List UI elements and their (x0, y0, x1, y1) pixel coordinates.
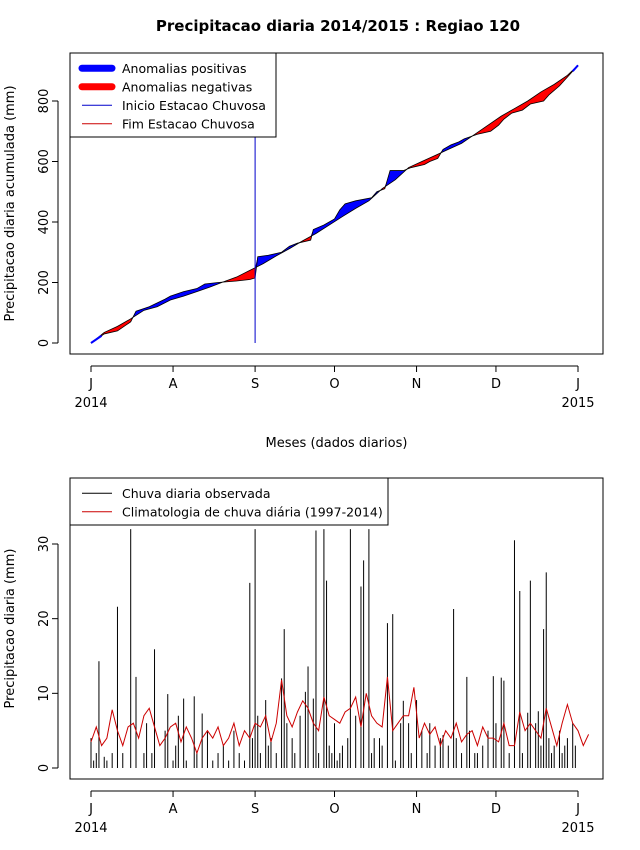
x-tick-label: J (88, 377, 93, 392)
x-year-label: 2014 (74, 821, 107, 836)
y-tick-label: 0 (37, 339, 52, 347)
y-tick-label: 800 (37, 89, 52, 114)
x-tick-label: S (251, 377, 259, 392)
x-axis-label: Meses (dados diarios) (266, 436, 408, 451)
legend-label: Climatologia de chuva diária (1997-2014) (122, 504, 383, 519)
y-axis-label: Precipitacao diaria (mm) (3, 549, 18, 709)
x-tick-label: J (575, 802, 580, 817)
climatology-cumulative-line (90, 65, 579, 344)
chart-title: Precipitacao diaria 2014/2015 : Regiao 1… (156, 17, 520, 35)
x-tick-label: J (575, 377, 580, 392)
x-tick-label: N (412, 802, 422, 817)
x-tick-label: N (412, 377, 422, 392)
daily-bars-layer (90, 529, 590, 768)
plot-frame (69, 52, 604, 355)
y-tick-label: 200 (37, 270, 52, 295)
legend-label: Chuva diaria observada (122, 486, 271, 501)
x-year-label: 2015 (561, 821, 594, 836)
y-tick-label: 30 (37, 536, 52, 553)
legend-label: Anomalias negativas (122, 79, 252, 94)
x-tick-label: O (329, 802, 339, 817)
x-tick-label: A (169, 377, 178, 392)
y-tick-label: 600 (37, 149, 52, 174)
y-tick-label: 10 (37, 685, 52, 702)
x-tick-label: J (88, 802, 93, 817)
x-tick-label: A (169, 802, 178, 817)
cumulative-precipitation-panel: J A S O N D J 2014 2015 Meses (dados diarios) 0 200… (3, 52, 604, 451)
x-year-label: 2014 (74, 396, 107, 411)
observed-cumulative-line (90, 65, 579, 344)
legend-label: Fim Estacao Chuvosa (122, 116, 255, 131)
y-tick-label: 20 (37, 610, 52, 627)
x-tick-label: D (491, 377, 501, 392)
legend-label: Inicio Estacao Chuvosa (122, 98, 266, 113)
x-tick-label: D (491, 802, 501, 817)
positive-anomaly-start (90, 334, 103, 344)
y-axis-label: Precipitacao diaria acumulada (mm) (3, 85, 18, 321)
legend-label: Anomalias positivas (122, 61, 247, 76)
y-tick-label: 400 (37, 210, 52, 235)
legend-box (69, 52, 277, 138)
legend-box (69, 477, 389, 526)
positive-anomaly-end (571, 64, 579, 72)
x-tick-label: S (251, 802, 259, 817)
x-tick-label: O (329, 377, 339, 392)
x-year-label: 2015 (561, 396, 594, 411)
climatology-daily-line (90, 676, 590, 755)
y-tick-label: 0 (37, 764, 52, 772)
